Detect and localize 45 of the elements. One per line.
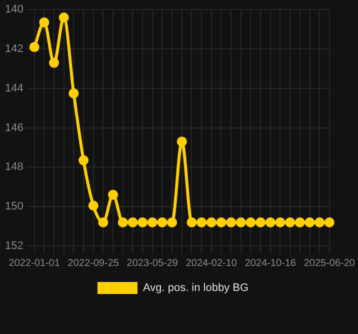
- y-tick-label: 152: [4, 240, 24, 252]
- point: [157, 217, 168, 228]
- point: [138, 217, 148, 228]
- point: [294, 217, 305, 228]
- point: [78, 155, 89, 166]
- legend-label: Avg. pos. in lobby BG: [142, 282, 249, 294]
- x-tick-label: 2024-10-16: [244, 258, 296, 269]
- point: [246, 217, 256, 228]
- point: [147, 217, 158, 228]
- x-tick-label: 2025-06-20: [304, 258, 356, 269]
- point: [186, 217, 197, 228]
- y-tick-label: 148: [4, 161, 24, 174]
- point: [304, 217, 315, 228]
- point: [226, 217, 236, 228]
- point: [196, 217, 207, 228]
- y-tick-label: 140: [4, 4, 24, 16]
- point: [265, 217, 276, 228]
- y-tick-label: 150: [4, 200, 24, 213]
- x-tick-label: 2024-02-10: [186, 258, 238, 269]
- point: [68, 88, 79, 98]
- point: [206, 217, 216, 228]
- point: [324, 217, 334, 228]
- point: [275, 217, 286, 228]
- y-tick-label: 144: [4, 82, 24, 94]
- point: [98, 217, 108, 228]
- point: [167, 217, 178, 228]
- point: [256, 217, 266, 228]
- point: [58, 12, 69, 22]
- point: [216, 217, 226, 228]
- point: [88, 200, 98, 211]
- point: [39, 17, 50, 28]
- point: [236, 217, 246, 228]
- point: [176, 136, 187, 147]
- x-tick-label: 2022-09-25: [68, 258, 120, 269]
- y-tick-label: 142: [4, 43, 24, 56]
- point: [128, 217, 138, 228]
- y-tick-label: 146: [4, 122, 24, 134]
- point: [108, 190, 118, 200]
- point: [314, 217, 325, 228]
- x-tick-label: 2022-01-01: [8, 258, 60, 269]
- point: [285, 217, 296, 228]
- point: [29, 42, 40, 52]
- point: [49, 58, 60, 68]
- x-tick-label: 2023-05-29: [126, 258, 178, 269]
- point: [118, 217, 128, 228]
